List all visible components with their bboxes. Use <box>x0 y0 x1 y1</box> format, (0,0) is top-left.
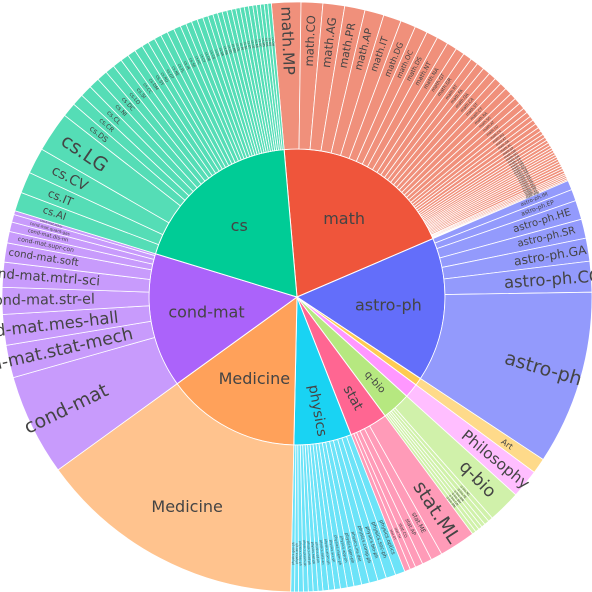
segment-medicine[interactable] <box>57 383 295 592</box>
segment-cs-oh[interactable] <box>267 2 285 151</box>
inner-ring <box>148 148 446 446</box>
